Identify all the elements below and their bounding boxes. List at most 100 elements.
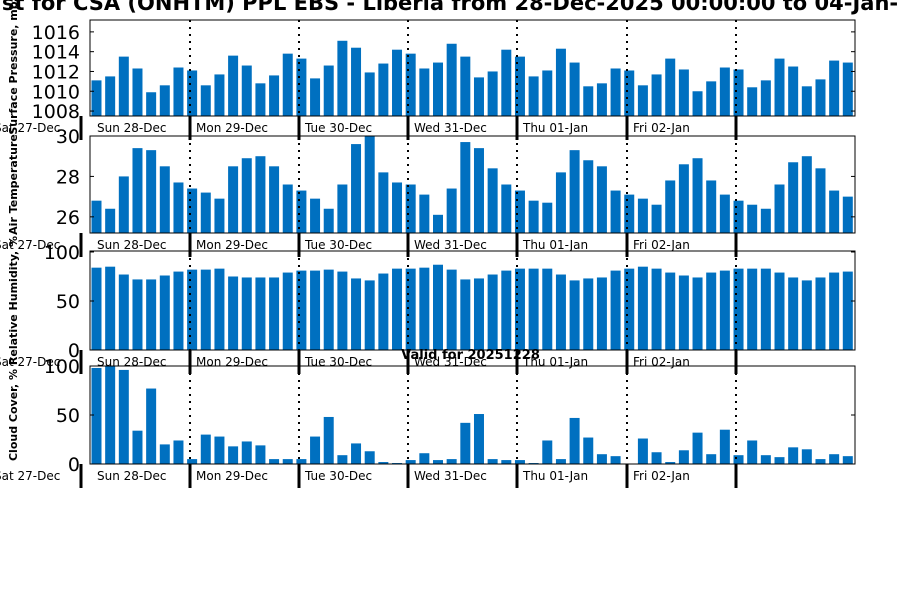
bar-3-15 bbox=[282, 272, 293, 350]
bar-1-4 bbox=[132, 68, 143, 116]
bar-2-53 bbox=[801, 156, 812, 233]
bar-4-15 bbox=[282, 459, 293, 464]
bar-1-42 bbox=[651, 74, 662, 116]
bar-3-16 bbox=[296, 270, 307, 350]
bar-1-46 bbox=[706, 81, 717, 116]
ytick-label-1-4: 1014 bbox=[32, 42, 80, 64]
day-label-1-7: Fri 02-Jan bbox=[633, 121, 690, 135]
bar-3-18 bbox=[323, 269, 334, 350]
bar-2-16 bbox=[296, 190, 307, 233]
bar-2-7 bbox=[173, 182, 184, 233]
bar-2-13 bbox=[255, 156, 266, 233]
bar-1-11 bbox=[228, 55, 239, 116]
bar-3-8 bbox=[187, 269, 198, 350]
bar-2-41 bbox=[637, 198, 648, 233]
bar-3-2 bbox=[105, 266, 116, 350]
bar-1-54 bbox=[815, 79, 826, 116]
bar-3-24 bbox=[405, 268, 416, 350]
bar-3-49 bbox=[747, 268, 758, 350]
bar-1-25 bbox=[419, 68, 430, 116]
bar-1-36 bbox=[569, 62, 580, 116]
bar-2-47 bbox=[719, 194, 730, 233]
day-label-2-7: Fri 02-Jan bbox=[633, 238, 690, 252]
bar-4-4 bbox=[132, 430, 143, 464]
bar-4-10 bbox=[214, 436, 225, 464]
ytick-label-4-1: 0 bbox=[68, 454, 80, 476]
bar-2-43 bbox=[665, 180, 676, 233]
bar-3-33 bbox=[528, 268, 539, 350]
bar-4-54 bbox=[815, 459, 826, 464]
bar-1-34 bbox=[542, 70, 553, 116]
bar-1-23 bbox=[392, 49, 403, 116]
bar-2-54 bbox=[815, 168, 826, 233]
bar-1-50 bbox=[760, 80, 771, 116]
bar-2-4 bbox=[132, 148, 143, 233]
day-label-4-3: Mon 29-Dec bbox=[196, 469, 268, 483]
bar-4-43 bbox=[665, 462, 676, 464]
bar-3-1 bbox=[91, 267, 102, 350]
bar-2-27 bbox=[446, 188, 457, 233]
bar-4-9 bbox=[200, 434, 211, 464]
bar-3-26 bbox=[433, 264, 443, 350]
bar-2-14 bbox=[269, 166, 280, 233]
bar-2-39 bbox=[610, 190, 621, 233]
bar-3-9 bbox=[200, 269, 211, 350]
bar-4-36 bbox=[569, 417, 580, 464]
day-label-1-3: Mon 29-Dec bbox=[196, 121, 268, 135]
bar-2-23 bbox=[392, 182, 403, 233]
bar-2-12 bbox=[241, 158, 252, 233]
ytick-label-3-3: 100 bbox=[44, 242, 80, 264]
bar-2-42 bbox=[651, 204, 662, 233]
bar-3-45 bbox=[692, 277, 703, 350]
bar-4-25 bbox=[419, 453, 430, 464]
bar-2-31 bbox=[501, 184, 512, 233]
ytick-label-1-2: 1010 bbox=[32, 81, 80, 103]
day-label-4-7: Fri 02-Jan bbox=[633, 469, 690, 483]
bar-3-3 bbox=[118, 274, 129, 350]
bar-4-7 bbox=[173, 440, 184, 464]
bar-3-53 bbox=[801, 280, 812, 350]
ytick-label-2-1: 26 bbox=[56, 207, 80, 229]
bar-2-56 bbox=[842, 196, 853, 234]
bar-4-3 bbox=[118, 369, 129, 464]
day-label-4-2: Sun 28-Dec bbox=[97, 469, 166, 483]
day-label-1-1: Sat 27-Dec bbox=[0, 121, 60, 135]
ytick-label-2-2: 28 bbox=[56, 166, 80, 188]
bar-4-41 bbox=[637, 438, 648, 464]
bar-2-35 bbox=[555, 172, 566, 234]
bar-4-51 bbox=[774, 457, 785, 464]
bar-3-29 bbox=[473, 278, 484, 350]
bar-2-44 bbox=[678, 164, 689, 233]
bar-2-10 bbox=[214, 198, 225, 233]
bar-3-43 bbox=[665, 272, 676, 350]
bar-1-6 bbox=[159, 85, 170, 116]
bar-1-17 bbox=[310, 78, 321, 116]
bar-1-39 bbox=[610, 68, 621, 116]
ytick-label-1-1: 1008 bbox=[32, 101, 80, 123]
bar-4-24 bbox=[405, 460, 416, 464]
bar-2-11 bbox=[228, 166, 239, 233]
day-label-2-3: Mon 29-Dec bbox=[196, 238, 268, 252]
bar-3-32 bbox=[514, 268, 525, 350]
bar-3-42 bbox=[651, 268, 662, 350]
bar-2-40 bbox=[624, 194, 635, 233]
day-label-2-1: Sat 27-Dec bbox=[0, 238, 60, 252]
bar-4-46 bbox=[706, 454, 717, 464]
bar-1-41 bbox=[637, 85, 648, 116]
ylabel-3: Relative Humidity, % bbox=[7, 236, 20, 365]
bar-2-29 bbox=[473, 148, 484, 233]
bar-2-32 bbox=[514, 190, 525, 233]
day-label-1-2: Sun 28-Dec bbox=[97, 121, 166, 135]
bar-1-38 bbox=[596, 83, 607, 116]
bar-3-28 bbox=[460, 279, 471, 350]
panel-frame-2 bbox=[89, 135, 856, 234]
panel-subtitle-4: Valid for 20251228 bbox=[401, 348, 540, 363]
bar-4-2 bbox=[105, 366, 116, 464]
bar-1-3 bbox=[118, 56, 129, 116]
ytick-label-4-2: 50 bbox=[56, 405, 80, 427]
bar-1-55 bbox=[829, 60, 840, 116]
ylabel-2: Air Temperature bbox=[7, 134, 20, 235]
bar-3-6 bbox=[159, 275, 170, 350]
bar-1-14 bbox=[269, 75, 280, 116]
